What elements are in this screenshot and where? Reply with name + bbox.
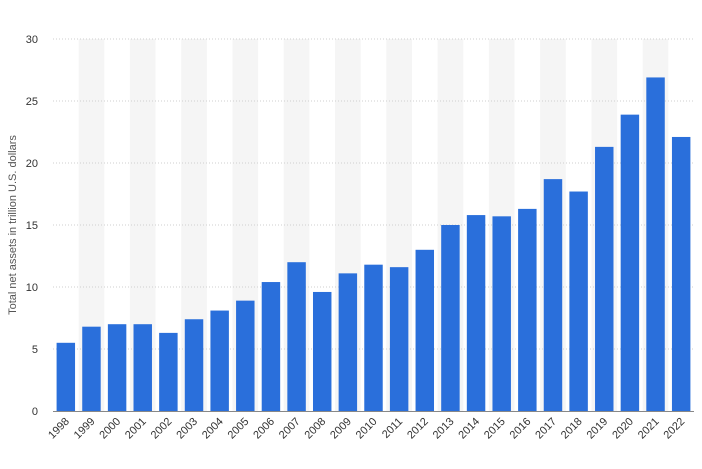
x-tick-label: 2022 xyxy=(662,416,688,442)
bar-2021 xyxy=(646,77,665,411)
x-tick-label: 2007 xyxy=(277,416,303,442)
bar-2015 xyxy=(492,216,511,411)
bar-2019 xyxy=(595,146,614,411)
x-axis-ticks: 1998 1999 2000 2001 2002 2003 2004 2005 2006 2007… xyxy=(46,416,687,442)
bar-2011 xyxy=(389,267,409,411)
bar-2008 xyxy=(312,291,332,411)
x-tick-label: 2017 xyxy=(533,416,559,442)
x-tick-label: 2014 xyxy=(456,416,482,442)
x-tick-label: 2002 xyxy=(149,416,175,442)
x-tick-label: 2000 xyxy=(97,416,123,442)
x-tick-label: 2021 xyxy=(636,416,662,442)
y-tick-label: 30 xyxy=(26,34,38,46)
bar-2006 xyxy=(261,282,281,411)
bar-2001 xyxy=(133,324,152,411)
x-tick-label: 2013 xyxy=(431,416,457,442)
bar-2022 xyxy=(671,136,691,411)
bar-2009 xyxy=(338,273,358,411)
y-axis-ticks: 0 5 10 15 20 25 30 xyxy=(26,34,38,418)
bar-2004 xyxy=(210,310,229,411)
x-tick-label: 2004 xyxy=(200,416,226,442)
x-tick-label: 2011 xyxy=(380,416,405,441)
bar-2013 xyxy=(441,225,460,411)
bar-2018 xyxy=(569,191,588,411)
x-tick-label: 2012 xyxy=(405,416,431,442)
bar-2003 xyxy=(184,319,204,411)
y-tick-label: 25 xyxy=(26,96,38,108)
bar-2007 xyxy=(287,262,306,411)
y-tick-label: 20 xyxy=(26,158,38,170)
x-tick-label: 1998 xyxy=(46,416,72,442)
bar-2010 xyxy=(364,264,383,411)
bar-1999 xyxy=(82,326,101,411)
y-axis-label: Total net assets in trillion U.S. dollar… xyxy=(7,135,19,315)
bars xyxy=(56,77,691,411)
x-tick-label: 2003 xyxy=(174,416,200,442)
x-tick-label: 2008 xyxy=(303,416,329,442)
x-tick-label: 2005 xyxy=(226,416,252,442)
x-tick-label: 2018 xyxy=(559,416,585,442)
bar-2012 xyxy=(415,249,435,411)
y-tick-label: 0 xyxy=(32,406,38,418)
bar-2016 xyxy=(518,208,537,411)
x-tick-label: 2015 xyxy=(482,416,508,442)
bar-2002 xyxy=(159,332,178,411)
x-tick-label: 1999 xyxy=(72,416,98,442)
bar-1998 xyxy=(56,342,76,411)
x-tick-label: 2019 xyxy=(585,416,611,442)
bar-2014 xyxy=(466,215,486,411)
bar-2017 xyxy=(543,179,563,411)
y-tick-label: 15 xyxy=(26,220,38,232)
x-tick-label: 2016 xyxy=(508,416,534,442)
y-tick-label: 10 xyxy=(26,282,38,294)
bar-2000 xyxy=(107,324,127,411)
x-tick-label: 2009 xyxy=(328,416,354,442)
bar-2020 xyxy=(620,114,640,411)
x-tick-label: 2001 xyxy=(123,416,149,442)
x-tick-label: 2006 xyxy=(251,416,277,442)
x-tick-label: 2010 xyxy=(354,416,380,442)
x-tick-label: 2020 xyxy=(610,416,636,442)
bar-2005 xyxy=(236,300,255,411)
y-tick-label: 5 xyxy=(32,344,38,356)
